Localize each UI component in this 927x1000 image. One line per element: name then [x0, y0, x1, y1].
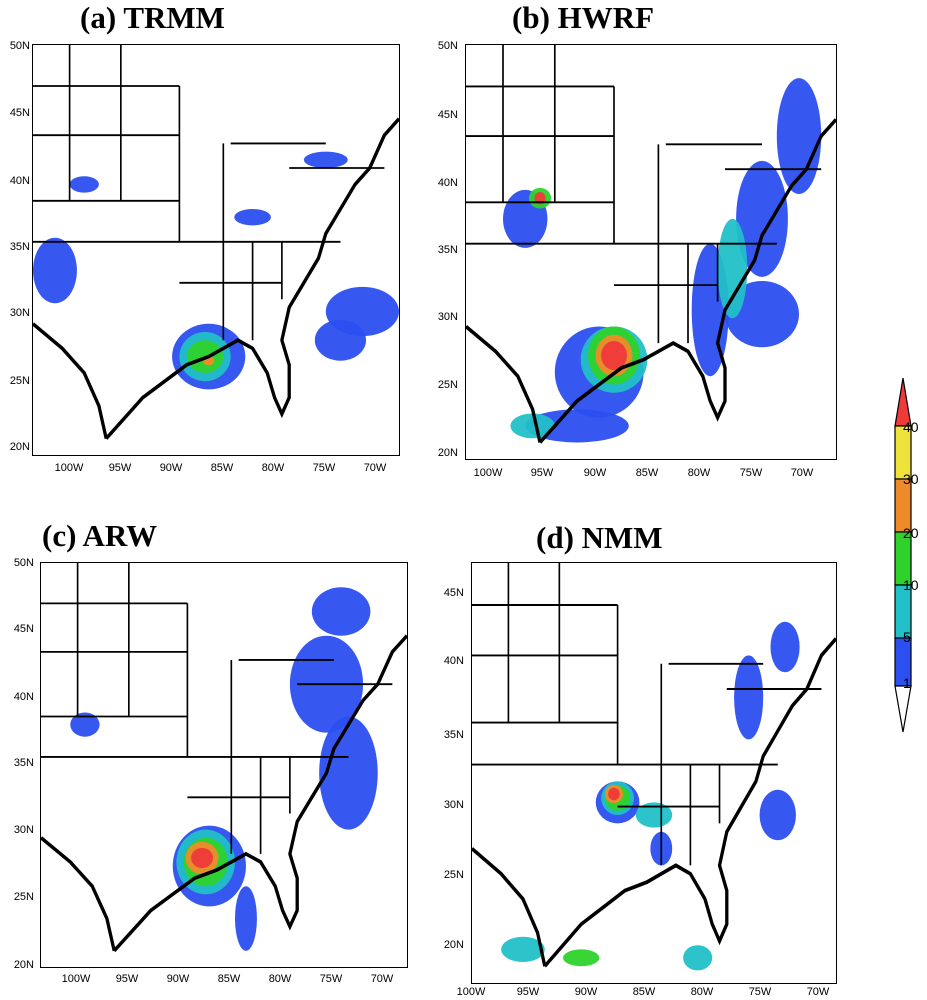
colorbar-label-40: 40 — [903, 419, 919, 435]
lat-label: 20N — [437, 447, 458, 459]
lat-label: 50N — [9, 40, 30, 52]
map-panel-arw — [40, 562, 408, 968]
lon-label: 70W — [370, 973, 394, 985]
lat-label: 35N — [9, 241, 30, 253]
lon-label: 75W — [748, 986, 772, 998]
colorbar-label-1: 1 — [903, 675, 911, 691]
lon-label: 90W — [583, 467, 607, 479]
panel-b-title: (b) HWRF — [512, 0, 655, 35]
lat-label: 45N — [437, 109, 458, 121]
colorbar-label-10: 10 — [903, 577, 919, 593]
lat-label: 25N — [437, 379, 458, 391]
panel-a-title: (a) TRMM — [80, 0, 225, 35]
lat-label: 40N — [437, 177, 458, 189]
lat-label: 30N — [437, 311, 458, 323]
lon-label: 95W — [115, 973, 139, 985]
lon-label: 90W — [166, 973, 190, 985]
lon-label: 85W — [632, 986, 656, 998]
colorbar-segment-under-1 — [894, 685, 912, 733]
lon-label: 85W — [635, 467, 659, 479]
lon-label: 85W — [210, 462, 234, 474]
lon-label: 90W — [574, 986, 598, 998]
lat-label: 30N — [13, 824, 34, 836]
lon-label: 80W — [690, 986, 714, 998]
lat-label: 20N — [13, 959, 34, 971]
lat-label: 30N — [9, 307, 30, 319]
lon-label: 100W — [473, 467, 503, 479]
map-panel-hwrf — [465, 44, 837, 460]
lat-label: 45N — [9, 107, 30, 119]
lat-label: 45N — [13, 623, 34, 635]
lon-label: 95W — [530, 467, 554, 479]
map-panel-nmm — [471, 562, 837, 984]
lat-label: 35N — [13, 757, 34, 769]
panel-c-title: (c) ARW — [42, 518, 158, 553]
lon-label: 70W — [363, 462, 387, 474]
lon-label: 95W — [516, 986, 540, 998]
lat-label: 35N — [443, 729, 464, 741]
lon-label: 75W — [319, 973, 343, 985]
lon-label: 80W — [268, 973, 292, 985]
lon-label: 100W — [54, 462, 84, 474]
lon-label: 80W — [261, 462, 285, 474]
lon-label: 70W — [790, 467, 814, 479]
lon-label: 90W — [159, 462, 183, 474]
map-panel-trmm — [32, 44, 400, 456]
lat-label: 40N — [13, 691, 34, 703]
lat-label: 20N — [443, 939, 464, 951]
lon-label: 85W — [217, 973, 241, 985]
colorbar-label-20: 20 — [903, 525, 919, 541]
lat-label: 40N — [443, 655, 464, 667]
panel-d-title: (d) NMM — [536, 520, 663, 555]
lat-label: 35N — [437, 244, 458, 256]
lon-label: 75W — [312, 462, 336, 474]
lon-label: 80W — [687, 467, 711, 479]
colorbar-label-5: 5 — [903, 629, 911, 645]
lon-label: 100W — [61, 973, 91, 985]
lat-label: 30N — [443, 799, 464, 811]
colorbar-label-30: 30 — [903, 471, 919, 487]
lat-label: 25N — [13, 891, 34, 903]
lon-label: 70W — [806, 986, 830, 998]
colorbar — [894, 378, 912, 733]
lat-label: 25N — [9, 375, 30, 387]
lat-label: 50N — [13, 557, 34, 569]
lat-label: 25N — [443, 869, 464, 881]
lat-label: 40N — [9, 175, 30, 187]
lon-label: 100W — [456, 986, 486, 998]
lon-label: 75W — [739, 467, 763, 479]
lat-label: 45N — [443, 587, 464, 599]
lat-label: 20N — [9, 441, 30, 453]
lat-label: 50N — [437, 40, 458, 52]
lon-label: 95W — [108, 462, 132, 474]
